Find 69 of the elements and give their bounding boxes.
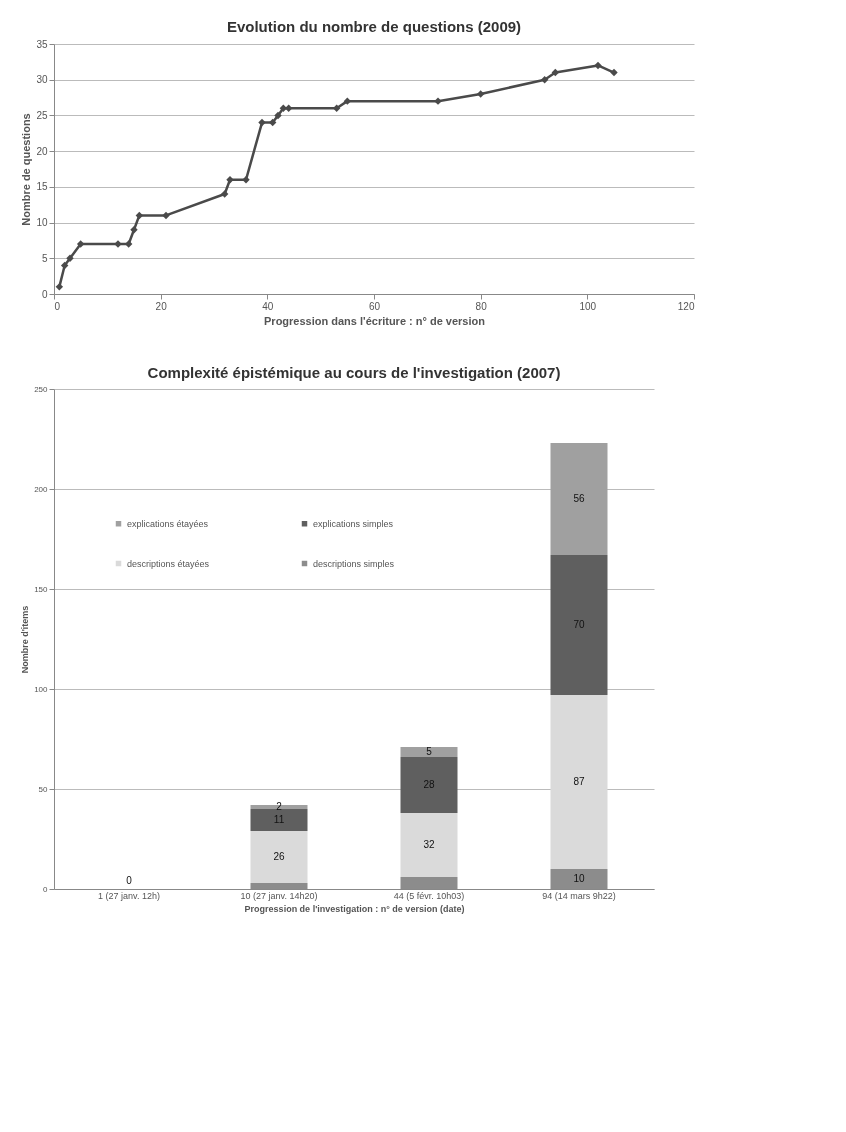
point (60, 261, 69, 270)
x-tick-label: 0 (54, 300, 61, 312)
data-label: 26 (273, 851, 285, 862)
bar (400, 813, 458, 877)
point (594, 61, 602, 70)
data-label: 56 (573, 493, 585, 504)
y-tick-label: 100 (34, 684, 49, 694)
data-label: 28 (423, 779, 435, 790)
legend-label: descriptions étayées (127, 558, 210, 569)
x-tick-label: 10 (27 janv. 14h20) (240, 890, 318, 901)
bar (550, 443, 608, 555)
y-tick-label: 25 (36, 109, 48, 121)
y-tick-label: 10 (36, 217, 48, 229)
point (610, 68, 618, 77)
y-tick-label: 200 (34, 484, 49, 494)
point (55, 283, 64, 291)
data-label: 70 (573, 619, 585, 630)
bar (250, 831, 308, 883)
y-tick-label: 250 (34, 384, 49, 394)
x-tick-label: 20 (155, 300, 168, 312)
bar (250, 809, 308, 831)
y-tick-label: 20 (36, 145, 48, 157)
bar (400, 747, 458, 757)
point (476, 90, 485, 98)
y-tick-label: 0 (41, 288, 48, 300)
point (162, 211, 170, 220)
point (220, 190, 229, 198)
legend-label: descriptions simples (313, 558, 395, 569)
point (76, 240, 85, 248)
chart-title: Evolution du nombre de questions (2009) (226, 18, 522, 35)
data-label: 32 (423, 839, 435, 850)
y-tick-label: 5 (41, 252, 48, 264)
y-tick-label: 35 (36, 38, 48, 50)
x-tick-label: 120 (677, 300, 695, 312)
x-axis-title: Progression de l'investigation : n° de version (date) (244, 903, 465, 914)
point (258, 118, 266, 127)
x-tick-label: 94 (14 mars 9h22) (542, 890, 616, 901)
point (242, 176, 250, 184)
point (130, 226, 138, 234)
point (540, 76, 549, 84)
data-label: 11 (273, 814, 285, 825)
point (551, 68, 560, 77)
data-label: 0 (126, 875, 133, 886)
x-tick-label: 100 (579, 300, 597, 312)
x-axis-title: Progression dans l'écriture : n° de version (264, 314, 486, 327)
y-tick-label: 30 (36, 74, 48, 86)
x-tick-label: 1 (27 janv. 12h) (98, 890, 160, 901)
point (274, 111, 282, 120)
legend-label: explications simples (313, 518, 394, 529)
y-axis-title: Nombre d'items (20, 605, 31, 674)
y-tick-label: 15 (36, 181, 48, 193)
data-label: 10 (573, 873, 585, 884)
data-label: 5 (426, 746, 433, 757)
data-label: 87 (573, 776, 585, 787)
bar (550, 695, 608, 869)
point (226, 176, 234, 184)
point (268, 118, 277, 127)
y-tick-label: 50 (38, 784, 49, 794)
point (135, 211, 144, 220)
y-tick-label: 150 (34, 584, 49, 594)
x-tick-label: 40 (262, 300, 274, 312)
x-tick-label: 60 (368, 300, 381, 312)
bar (400, 757, 458, 813)
x-tick-label: 80 (475, 300, 488, 312)
x-tick-label: 44 (5 févr. 10h03) (393, 890, 465, 901)
legend-label: explications étayées (127, 518, 209, 529)
bar (550, 555, 608, 695)
chart-title: Complexité épistémique au cours de l'investigation (2007) (147, 364, 561, 381)
y-axis-title: Nombre de questions (20, 113, 33, 226)
